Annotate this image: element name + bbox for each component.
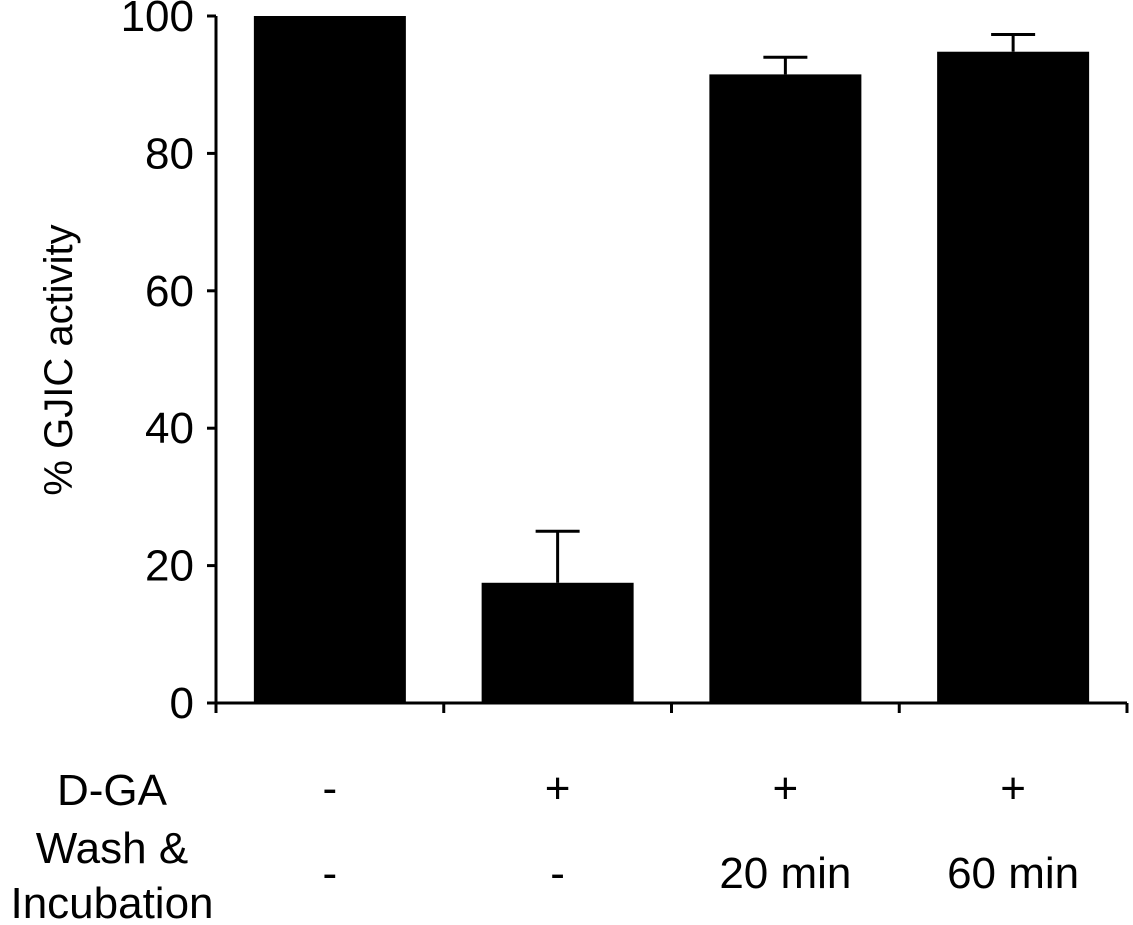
y-tick-label-60: 60	[145, 267, 194, 316]
condition-value: +	[773, 764, 799, 813]
condition-value: 20 min	[719, 849, 851, 898]
conditions-table: D-GA - + + + Wash & Incubation - - 20 min 60 min	[10, 764, 1079, 925]
bar-1	[253, 16, 406, 703]
y-tick-label-100: 100	[121, 0, 194, 41]
condition-label: D-GA	[57, 766, 168, 815]
y-tick-label-0: 0	[170, 679, 194, 728]
y-tick-label-80: 80	[145, 129, 194, 178]
bars-layer	[253, 16, 1090, 703]
bar-2	[481, 582, 634, 703]
condition-row: D-GA - + + +	[57, 764, 1026, 815]
condition-value: +	[1000, 764, 1026, 813]
y-tick-label-40: 40	[145, 404, 194, 453]
y-tick-label-20: 20	[145, 542, 194, 591]
condition-label-line: Wash &	[36, 824, 188, 873]
y-axis-label: % GJIC activity	[37, 224, 81, 495]
condition-label-line: Incubation	[10, 879, 213, 925]
condition-value: +	[545, 764, 571, 813]
bar-4	[937, 51, 1090, 703]
axes-layer: 0 20 40 60 80 100	[121, 0, 1129, 728]
bar-3	[709, 74, 862, 703]
condition-value: -	[323, 764, 338, 813]
condition-value: -	[550, 849, 565, 898]
condition-row: Wash & Incubation - - 20 min 60 min	[10, 824, 1079, 925]
condition-value: -	[323, 849, 338, 898]
condition-value: 60 min	[947, 849, 1079, 898]
